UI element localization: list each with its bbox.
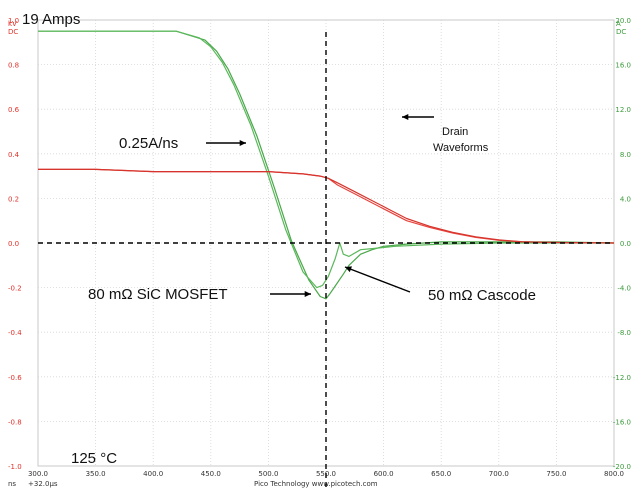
x-tick-label: 750.0 [546, 470, 566, 478]
right-tick-label: -12.0 [613, 374, 631, 382]
x-tick-label: 800.0 [604, 470, 624, 478]
x-tick-label: 450.0 [201, 470, 221, 478]
left-tick-label: 0.6 [8, 106, 20, 114]
right-tick-label: 0.0 [620, 240, 631, 248]
left-tick-label: -1.0 [8, 463, 22, 471]
chart-title: 19 Amps [22, 11, 80, 28]
left-tick-label: -0.4 [8, 329, 22, 337]
right-tick-label: 20.0 [615, 17, 631, 25]
x-tick-label: 300.0 [28, 470, 48, 478]
left-coupling: DC [8, 28, 18, 36]
left-unit: kV [8, 20, 17, 28]
right-axis: 20.0 16.0 12.0 8.0 4.0 0.0 -4.0 -8.0 -12.0 -16.0 -… [613, 17, 631, 471]
x-unit: ns [8, 480, 16, 488]
x-tick-label: 500.0 [258, 470, 278, 478]
left-tick-label: 0.4 [8, 151, 20, 159]
slew-label: 0.25A/ns [119, 135, 178, 152]
x-offset: +32.0µs [28, 480, 58, 488]
current-waveform-line [38, 30, 615, 300]
right-tick-label: -16.0 [613, 418, 631, 426]
cascode-label: 50 mΩ Cascode [428, 287, 536, 304]
left-tick-label: 0.2 [8, 195, 19, 203]
right-tick-label: 4.0 [620, 195, 631, 203]
left-tick-label: -0.8 [8, 418, 22, 426]
left-tick-label: 0.0 [8, 240, 19, 248]
right-tick-label: 12.0 [615, 106, 631, 114]
left-axis: 1.0 0.8 0.6 0.4 0.2 0.0 -0.2 -0.4 -0.6 -0.8 -1.0 [8, 17, 22, 471]
current-waveform-line [38, 30, 614, 289]
series-group [38, 30, 615, 300]
right-tick-label: 8.0 [620, 151, 631, 159]
footer-credit: Pico Technology www.picotech.com [254, 480, 378, 488]
x-tick-label: 400.0 [143, 470, 163, 478]
right-unit: A [616, 20, 621, 28]
right-tick-label: 16.0 [615, 62, 631, 70]
x-tick-label: 600.0 [374, 470, 394, 478]
x-tick-label: 350.0 [86, 470, 106, 478]
annotation-layer [38, 32, 614, 488]
right-coupling: DC [616, 28, 626, 36]
right-tick-label: -8.0 [617, 329, 631, 337]
right-tick-label: -20.0 [613, 463, 631, 471]
left-tick-label: 0.8 [8, 62, 19, 70]
left-tick-label: -0.2 [8, 285, 22, 293]
sic-mosfet-arrow-head [304, 290, 311, 298]
x-tick-label: 700.0 [489, 470, 509, 478]
sic-mosfet-label: 80 mΩ SiC MOSFET [88, 286, 228, 303]
right-tick-label: -4.0 [617, 285, 631, 293]
drain-label-line2: Waveforms [433, 142, 489, 154]
slew-arrow-head [239, 139, 246, 147]
left-tick-label: -0.6 [8, 374, 22, 382]
drain-arrow-head [402, 113, 409, 121]
cascode-arrow [344, 266, 411, 293]
x-tick-label: 650.0 [431, 470, 451, 478]
cascode-arrow-head [345, 266, 352, 273]
left-tick-label: 1.0 [8, 17, 19, 25]
temperature-label: 125 °C [71, 450, 117, 467]
drain-label-line1: Drain [442, 126, 468, 138]
drain-voltage-waveform-line [38, 168, 615, 244]
